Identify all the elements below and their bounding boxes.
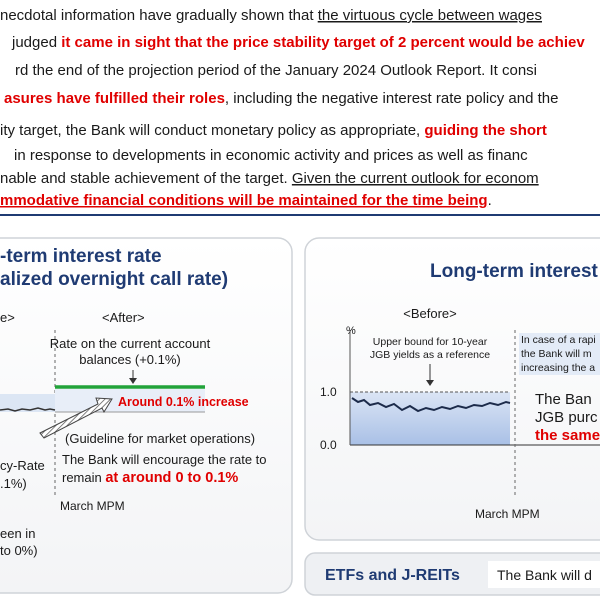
underlined-text: the virtuous cycle between wages <box>318 7 542 24</box>
before-label: e> <box>0 310 15 325</box>
paragraph-line: judged it came in sight that the price s… <box>11 34 585 51</box>
arrow-head <box>426 380 434 386</box>
policy-rate-label: cy-Rate <box>0 458 45 473</box>
before-area <box>0 394 55 412</box>
after-label: <After> <box>102 310 145 325</box>
text: ity target, the Bank will conduct moneta… <box>0 122 424 139</box>
highlight-text: at around 0 to 0.1% <box>105 470 238 486</box>
purchases-text: The Ban <box>535 391 592 408</box>
highlight-text: guiding the short <box>424 122 546 139</box>
paragraph-line: necdotal information have gradually show… <box>0 7 542 24</box>
text: , including the negative interest rate p… <box>225 90 559 107</box>
text: . <box>488 192 492 209</box>
yield-line <box>351 397 511 413</box>
axis-label: 0.0 <box>320 438 337 452</box>
text: necdotal information have gradually show… <box>0 7 318 24</box>
arrow-head <box>129 378 137 384</box>
text: rd the end of the projection period of t… <box>15 62 537 79</box>
march-mpm: March MPM <box>475 507 540 521</box>
panel-title: Long-term interest <box>430 261 599 282</box>
rate-label: balances (+0.1%) <box>79 352 181 367</box>
unit: % <box>346 325 356 337</box>
upper-bound-label: JGB yields as a reference <box>370 349 490 361</box>
before-label: <Before> <box>403 306 457 321</box>
axis-label: 1.0 <box>320 385 337 399</box>
text: judged <box>11 34 61 51</box>
text: nable and stable achievement of the targ… <box>0 170 292 187</box>
paragraph-box <box>0 0 600 216</box>
text-box <box>488 561 600 588</box>
short-term-panel <box>0 237 293 594</box>
etf-text: The Bank will d <box>497 567 592 583</box>
long-term-panel <box>304 237 600 541</box>
panel-title: -term interest rate <box>0 246 162 267</box>
highlight-text: asures have fulfilled their roles <box>4 90 225 107</box>
panel-title: ETFs and J-REITs <box>325 567 460 584</box>
yield-area <box>350 392 510 445</box>
rate-label: Rate on the current account <box>50 336 211 351</box>
text: in response to developments in economic … <box>14 147 528 164</box>
between-label: to 0%) <box>0 543 38 558</box>
underlined-text: Given the current outlook for econom <box>292 170 539 187</box>
policy-rate-label: .1%) <box>0 476 27 491</box>
hatched-arrow <box>39 397 113 439</box>
purchases-text: JGB purc <box>535 409 598 426</box>
paragraph-line: mmodative financial conditions will be m… <box>0 192 492 209</box>
rapid-case-text: In case of a rapi <box>521 334 596 346</box>
between-label: een in <box>0 526 35 541</box>
increase-label: Around 0.1% increase <box>118 395 249 409</box>
text: remain <box>62 470 105 485</box>
paragraph-line: nable and stable achievement of the targ… <box>0 170 539 187</box>
encourage-text: remain at around 0 to 0.1% <box>62 470 238 486</box>
encourage-text: The Bank will encourage the rate to <box>62 452 267 467</box>
note-box <box>519 333 600 375</box>
rapid-case-text: increasing the a <box>521 362 595 374</box>
panel-title: alized overnight call rate) <box>0 269 228 290</box>
purchases-highlight: the same <box>535 427 600 444</box>
highlight-text: mmodative financial conditions will be m… <box>0 192 488 209</box>
rate-line <box>0 407 56 412</box>
march-mpm: March MPM <box>60 499 125 513</box>
paragraph-line: ity target, the Bank will conduct moneta… <box>0 122 547 139</box>
paragraph-line: rd the end of the projection period of t… <box>15 62 537 79</box>
highlight-text: it came in sight that the price stabilit… <box>61 34 585 51</box>
upper-bound-label: Upper bound for 10-year <box>373 336 488 348</box>
guideline: (Guideline for market operations) <box>65 431 255 446</box>
paragraph-line: in response to developments in economic … <box>14 147 528 164</box>
rapid-case-text: the Bank will m <box>521 348 592 360</box>
paragraph-line: asures have fulfilled their roles, inclu… <box>4 90 558 107</box>
